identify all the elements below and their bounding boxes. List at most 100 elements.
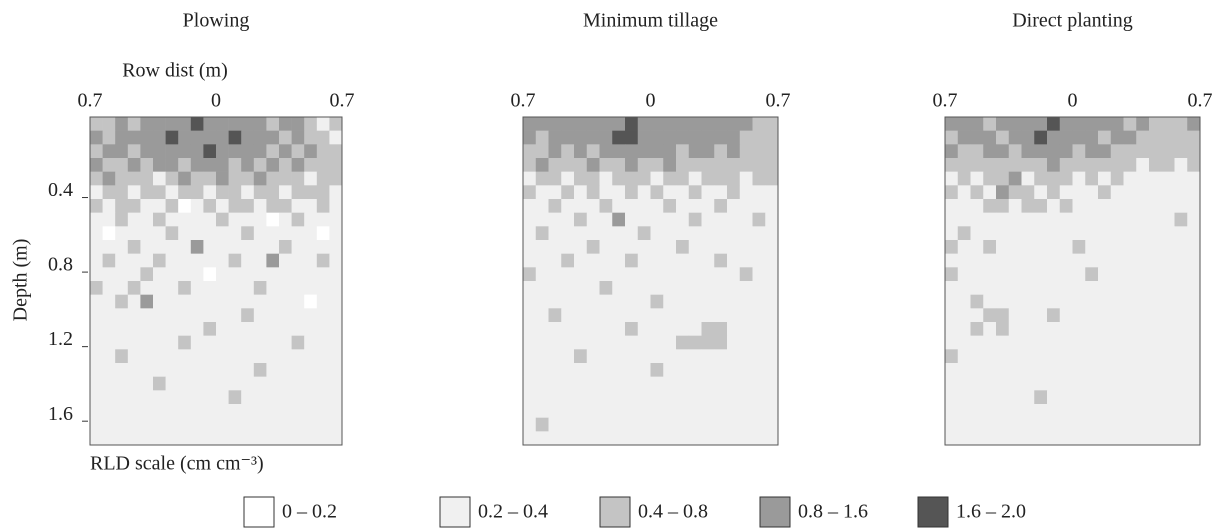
heat-cell [548, 117, 562, 131]
heat-cell [535, 294, 549, 309]
heat-cell [970, 349, 984, 364]
heat-cell [983, 199, 997, 213]
heat-cell [739, 322, 753, 336]
heat-cell [1021, 117, 1035, 131]
heat-cell [983, 171, 997, 186]
heat-cell [253, 281, 267, 295]
heat-cell [1021, 390, 1035, 405]
heat-cell [612, 117, 626, 131]
heat-cell [316, 158, 330, 172]
heat-cell [727, 226, 741, 241]
heat-cell [316, 226, 330, 241]
heat-cell [203, 117, 217, 131]
heat-cell [650, 130, 664, 145]
heat-cell [752, 253, 766, 268]
heat-cell [586, 267, 600, 282]
heat-cell [637, 117, 651, 131]
heat-cell [90, 267, 103, 282]
heat-cell [1047, 171, 1061, 186]
heat-cell [203, 185, 217, 200]
heat-cell [727, 294, 741, 309]
heat-cell [1059, 240, 1073, 254]
heat-cell [1161, 281, 1175, 295]
heat-cell [1187, 417, 1201, 432]
heat-cell [676, 212, 690, 227]
heat-cell [316, 308, 330, 323]
heat-cell [228, 212, 242, 227]
heat-cell [752, 404, 766, 418]
heat-cell [1021, 404, 1035, 418]
heat-cell [241, 390, 255, 405]
heat-cell [115, 294, 129, 309]
heat-cell [650, 267, 664, 282]
heat-cell [739, 185, 753, 200]
heat-cell [1187, 335, 1201, 350]
heat-cell [266, 199, 280, 213]
heat-cell [1136, 308, 1150, 323]
panel-title: Plowing [183, 10, 250, 32]
heat-cell [983, 130, 997, 145]
heat-cell [153, 294, 166, 309]
heat-cell [688, 294, 702, 309]
heat-cell [523, 363, 537, 377]
heat-cell [178, 294, 192, 309]
heat-cell [586, 253, 600, 268]
heat-cell [957, 404, 971, 418]
heat-cell [970, 404, 984, 418]
heat-cell [945, 171, 959, 186]
heat-cell [1174, 349, 1188, 364]
y-tick-label: 1.2 [48, 328, 73, 350]
heat-cell [228, 226, 242, 241]
heat-cell [752, 363, 766, 377]
heat-cell [650, 185, 664, 200]
heat-cell [996, 240, 1010, 254]
heat-cell [523, 431, 537, 446]
heat-cell [561, 404, 575, 418]
heat-cell [945, 308, 959, 323]
heat-cell [102, 171, 116, 186]
legend-label: 0 – 0.2 [282, 501, 337, 523]
heat-cell [329, 158, 343, 172]
heat-cell [291, 158, 305, 172]
heat-cell [1110, 349, 1124, 364]
heat-cell [115, 253, 129, 268]
heat-cell [115, 212, 129, 227]
heat-cell [1072, 240, 1086, 254]
heat-cell [228, 117, 242, 131]
heat-cell [153, 130, 166, 145]
heat-cell [548, 390, 562, 405]
heat-cell [701, 417, 715, 432]
heat-cell [637, 308, 651, 323]
heat-cell [548, 431, 562, 446]
heat-cell [1123, 417, 1137, 432]
heat-cell [957, 390, 971, 405]
heat-cell [102, 417, 116, 432]
heat-cell [1149, 431, 1163, 446]
heat-cell [637, 267, 651, 282]
heat-cell [714, 144, 728, 159]
heat-cell [637, 322, 651, 336]
heat-cell [548, 199, 562, 213]
heat-cell [153, 212, 166, 227]
heat-cell [266, 404, 280, 418]
heat-cell [663, 349, 677, 364]
heat-cell [329, 390, 343, 405]
heat-cell [1085, 363, 1099, 377]
heat-cell [266, 144, 280, 159]
heat-cell [203, 226, 217, 241]
heat-cell [688, 158, 702, 172]
heat-cell [127, 431, 141, 446]
heat-cell [612, 349, 626, 364]
heat-cell [727, 212, 741, 227]
heat-cell [1047, 117, 1061, 131]
heat-cell [625, 281, 639, 295]
heat-cell [765, 253, 779, 268]
heat-cell [203, 281, 217, 295]
heat-cell [996, 294, 1010, 309]
heat-cell [1085, 322, 1099, 336]
heat-cell [586, 144, 600, 159]
heat-cell [1136, 431, 1150, 446]
heat-cell [625, 335, 639, 350]
heat-cell [1123, 294, 1137, 309]
